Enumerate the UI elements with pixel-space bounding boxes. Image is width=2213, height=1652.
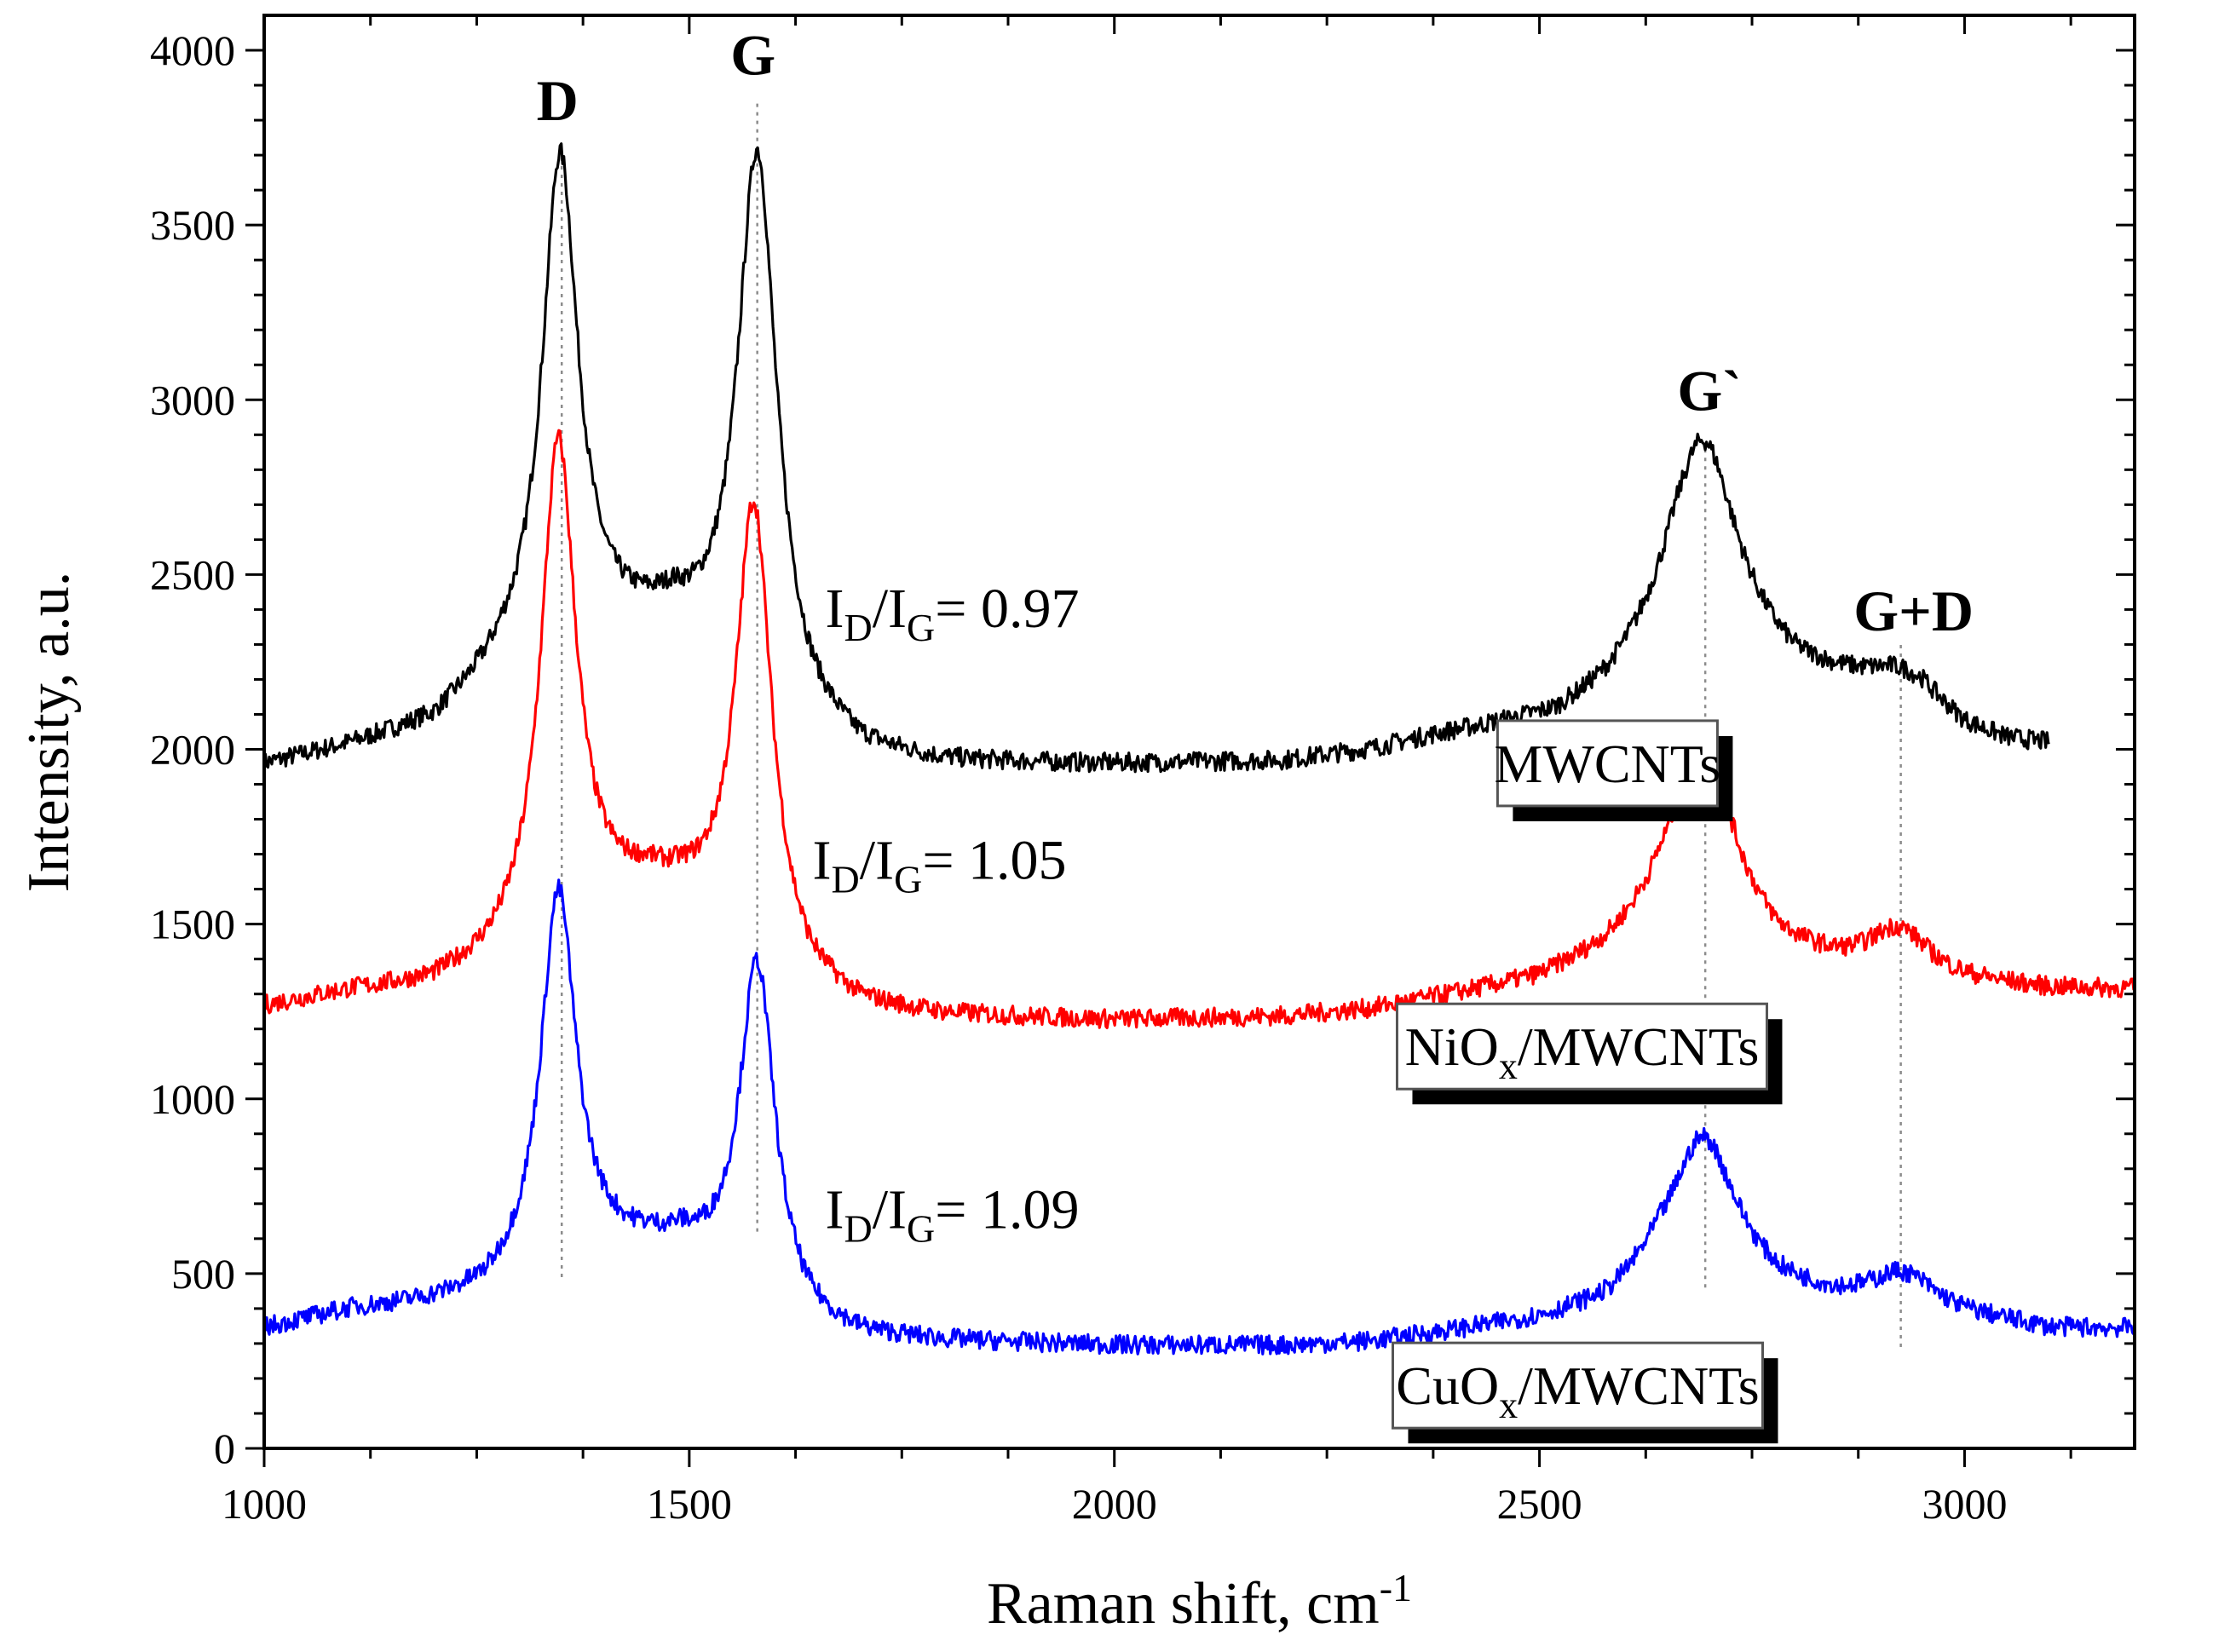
ratio-label-value: = 1.09 bbox=[935, 1179, 1079, 1241]
x-axis-title-superscript: -1 bbox=[1380, 1566, 1412, 1609]
legend-box: CuOx/MWCNTs bbox=[1391, 1341, 1778, 1444]
y-axis-ticks: 0 500 1000 1500 2000 2500 3000 3500 4000 bbox=[150, 26, 2135, 1472]
series-layer bbox=[262, 142, 2135, 1356]
ratio-label-subscript: D bbox=[832, 857, 860, 901]
y-tick-label: 2000 bbox=[150, 726, 235, 774]
legend-box-frame bbox=[1395, 1002, 1768, 1091]
legend-box-frame bbox=[1496, 719, 1719, 808]
y-tick-label: 1500 bbox=[150, 901, 235, 948]
x-tick-label: 2500 bbox=[1497, 1480, 1582, 1528]
x-tick-label: 1500 bbox=[647, 1480, 732, 1528]
ratio-label: ID/IG= 1.05 bbox=[813, 829, 1067, 901]
x-tick-label: 3000 bbox=[1922, 1480, 2007, 1528]
x-tick-label: 1000 bbox=[222, 1480, 307, 1528]
ratio-label: ID/IG= 1.09 bbox=[826, 1179, 1080, 1251]
ratio-label-value: = 0.97 bbox=[935, 578, 1079, 640]
ratio-label-subscript: G bbox=[907, 606, 935, 649]
ratio-label-subscript: G bbox=[894, 857, 922, 901]
peak-annotation: G` bbox=[1677, 359, 1742, 423]
y-tick-label: 4000 bbox=[150, 26, 235, 74]
x-tick-label: 2000 bbox=[1072, 1480, 1157, 1528]
ratio-label-part: I bbox=[826, 1179, 844, 1241]
y-tick-label: 3000 bbox=[150, 376, 235, 423]
x-axis-title: Raman shift, cm-1 bbox=[987, 1566, 1412, 1637]
plot-frame bbox=[262, 14, 2136, 1450]
y-tick-label: 3500 bbox=[150, 201, 235, 249]
legend-label: NiOx/MWCNTs bbox=[1405, 1016, 1760, 1087]
y-tick-label: 500 bbox=[171, 1250, 235, 1298]
peak-annotation: G bbox=[730, 23, 775, 88]
y-axis-title: Intensity, a.u. bbox=[16, 572, 82, 893]
y-tick-label: 0 bbox=[214, 1425, 235, 1472]
ratio-label-part: I bbox=[826, 578, 844, 640]
ratio-label-part: I bbox=[813, 829, 832, 891]
ratio-label-subscript: G bbox=[907, 1207, 935, 1251]
legend-boxes: MWCNTs NiOx/MWCNTs CuOx/MWCNTs bbox=[1391, 719, 1783, 1444]
ratio-label-part: /I bbox=[860, 829, 894, 891]
peak-annotation: G+D bbox=[1853, 578, 1974, 643]
legend-label: CuOx/MWCNTs bbox=[1396, 1356, 1759, 1426]
series-line-2 bbox=[262, 878, 2135, 1356]
ratio-label: ID/IG= 0.97 bbox=[826, 578, 1080, 649]
peak-annotation: D bbox=[537, 68, 579, 133]
peak-position-lines bbox=[560, 102, 1902, 1348]
x-axis-ticks: 1000 1500 2000 2500 3000 bbox=[222, 15, 2072, 1528]
legend-box-frame bbox=[1391, 1341, 1764, 1430]
legend-box: NiOx/MWCNTs bbox=[1395, 1002, 1783, 1105]
ratio-label-part: /I bbox=[873, 578, 907, 640]
ratio-label-subscript: D bbox=[844, 1207, 872, 1251]
legend-label: MWCNTs bbox=[1495, 734, 1721, 794]
y-tick-label: 1000 bbox=[150, 1075, 235, 1123]
series-line-0 bbox=[262, 142, 2050, 774]
peak-annotations: D G G` G+D bbox=[537, 23, 1974, 643]
y-tick-label: 2500 bbox=[150, 550, 235, 598]
ratio-label-part: /I bbox=[873, 1179, 907, 1241]
ratio-label-value: = 1.05 bbox=[922, 829, 1066, 891]
ratio-label-subscript: D bbox=[844, 606, 872, 649]
legend-box: MWCNTs bbox=[1495, 719, 1733, 821]
series-line-1 bbox=[262, 429, 2135, 1029]
